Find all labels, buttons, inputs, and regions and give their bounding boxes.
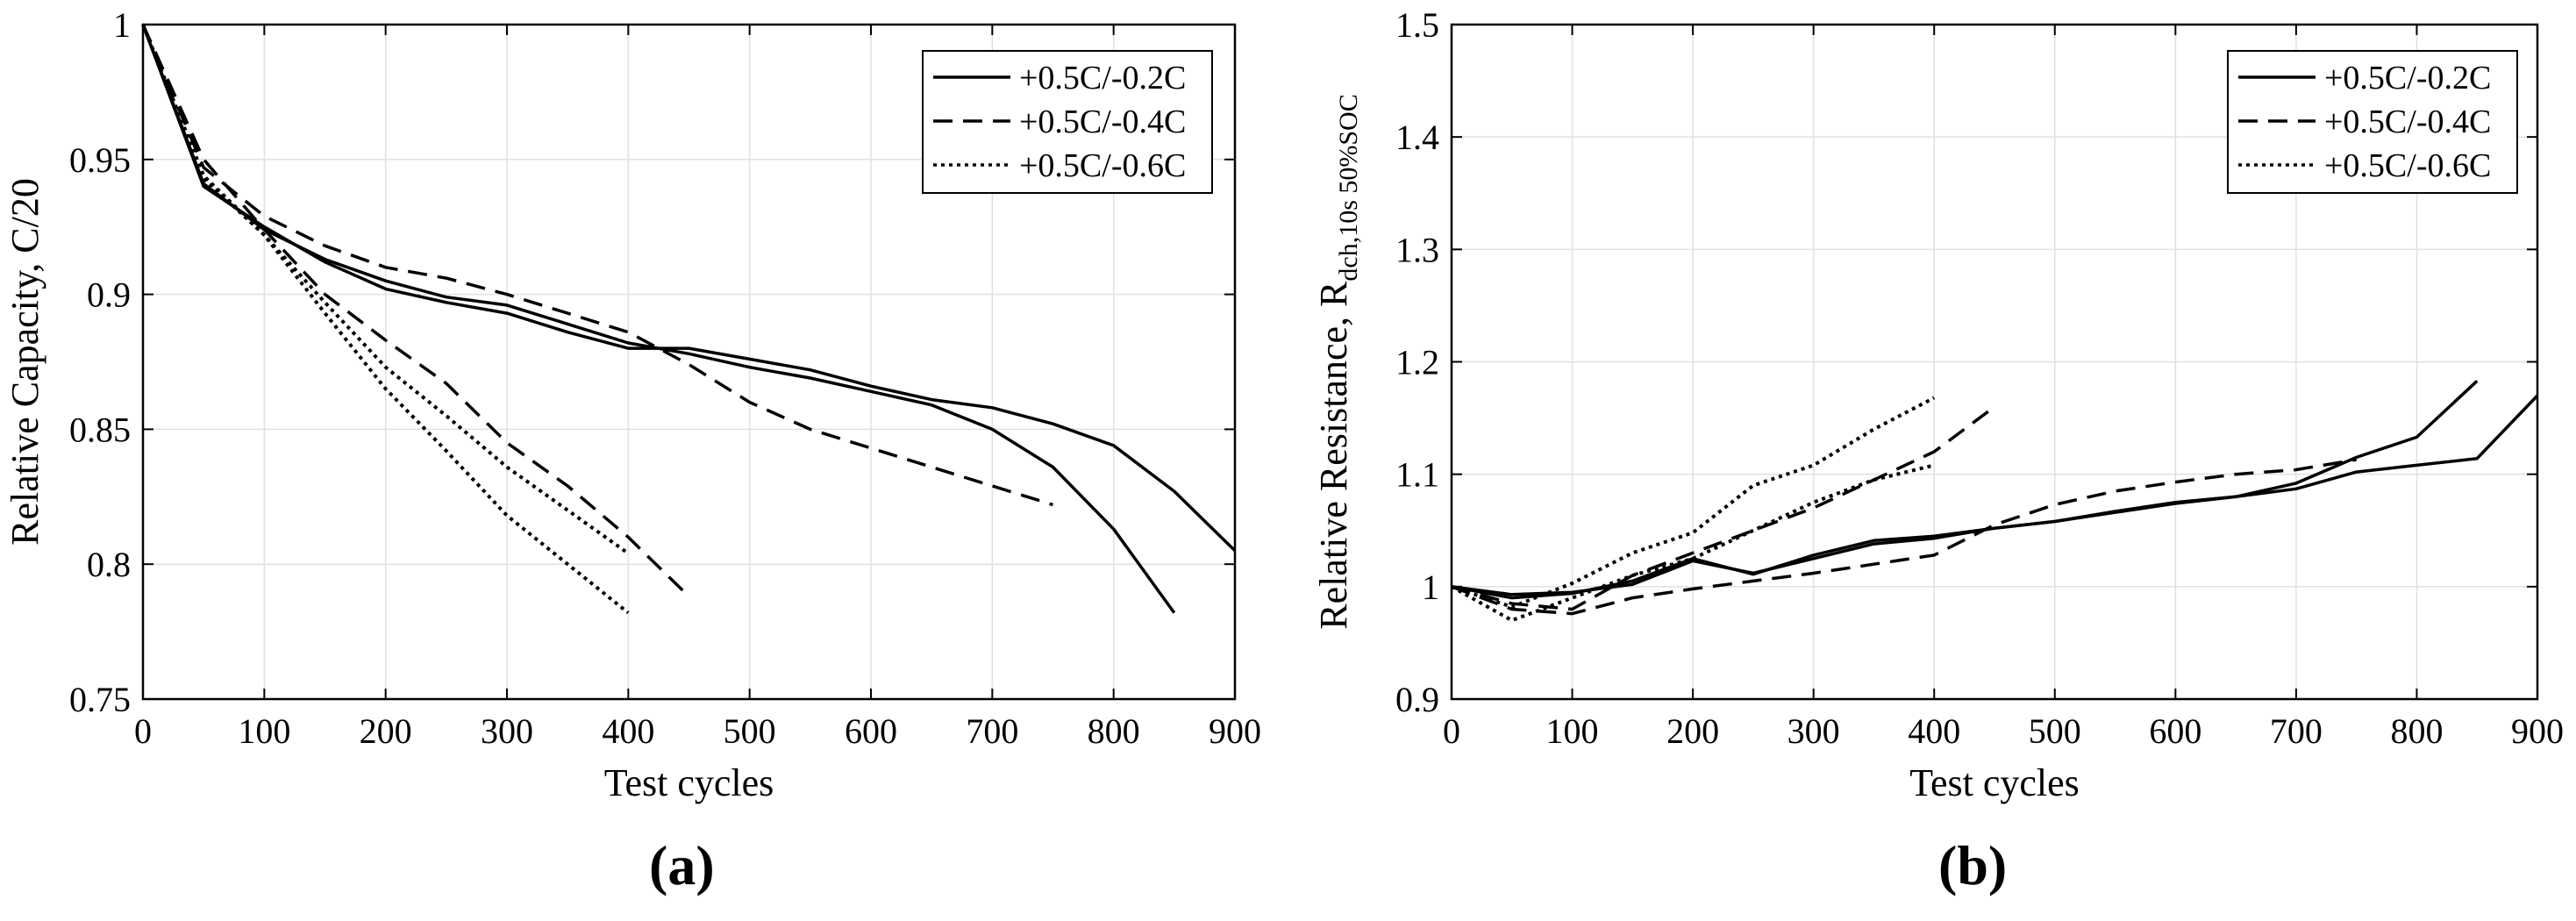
panel-b-ytick-label: 1.2 xyxy=(1395,343,1439,382)
panel-a-legend-label-2: +0.5C/-0.6C xyxy=(1019,147,1186,184)
panel-a-legend-label-0: +0.5C/-0.2C xyxy=(1019,60,1186,96)
panel-b-series-line-3 xyxy=(1451,458,2357,616)
panel-label-b: (b) xyxy=(1938,834,2008,896)
panel-a-axes-box xyxy=(141,23,1237,701)
panel-a-series-line-5 xyxy=(141,24,630,615)
panel-a-xtick-label: 100 xyxy=(238,711,290,751)
panel-b-xtick-label: 0 xyxy=(1443,711,1460,751)
panel-b-ytick-label: 1.3 xyxy=(1395,230,1439,269)
panel-a-xtick-label: 700 xyxy=(966,711,1018,751)
panel-b-legend-label-0: +0.5C/-0.2C xyxy=(2324,60,2491,96)
panel-b-ytick-label: 1.4 xyxy=(1395,118,1439,157)
panel-a-xtick-label: 200 xyxy=(360,711,412,751)
panel-b-axes-box xyxy=(1450,23,2539,701)
panel-b-xtick-label: 600 xyxy=(2149,711,2201,751)
panel-b-x-axis-label: Test cycles xyxy=(1909,761,2080,804)
panel-a-ytick-label: 1 xyxy=(113,5,131,45)
panel-a-xtick-label: 300 xyxy=(481,711,533,751)
panel-a-ytick-label: 0.75 xyxy=(69,680,131,719)
panel-b-xtick-label: 300 xyxy=(1788,711,1840,751)
panel-a-chart: 0 100 200 300 400 500 600 700 800 900 0.75 0.8 0.85 0… xyxy=(4,5,1261,804)
panel-a-xtick-label: 800 xyxy=(1088,711,1140,751)
panel-b-ytick-label: 1.5 xyxy=(1395,5,1439,45)
panel-a-ytick-label: 0.85 xyxy=(69,410,131,449)
panel-a-xtick-label: 500 xyxy=(724,711,776,751)
panel-b-series-line-1 xyxy=(1451,394,2539,600)
panel-b-xtick-label: 800 xyxy=(2390,711,2443,751)
panel-a-ytick-label: 0.9 xyxy=(87,275,131,315)
panel-b-y-axis-label-subscript: dch,10s 50%SOC xyxy=(1334,94,1363,281)
panel-b-legend-label-1: +0.5C/-0.4C xyxy=(2324,104,2491,140)
panel-b-y-axis-label: Relative Resistance, Rdch,10s 50%SOC xyxy=(1312,94,1363,629)
panel-b-ytick-label: 1.1 xyxy=(1395,455,1439,495)
panel-b-series-line-5 xyxy=(1451,463,1935,623)
panel-b-xtick-label: 200 xyxy=(1666,711,1719,751)
panel-b-xtick-label: 700 xyxy=(2270,711,2323,751)
panel-b-series-line-2 xyxy=(1451,405,1996,611)
panel-label-a: (a) xyxy=(649,834,715,896)
panel-a-ytick-label: 0.8 xyxy=(87,545,131,584)
panel-a-series-line-3 xyxy=(141,24,690,598)
panel-b-legend-label-2: +0.5C/-0.6C xyxy=(2324,147,2491,184)
panel-a-series-line-2 xyxy=(141,24,1054,507)
panel-a-x-axis-label: Test cycles xyxy=(604,761,774,804)
panel-b-xtick-label: 500 xyxy=(2029,711,2081,751)
panel-b-xtick-label: 400 xyxy=(1908,711,1960,751)
panel-a-series-line-1 xyxy=(141,24,1237,553)
panel-a-xtick-label: 600 xyxy=(845,711,897,751)
panel-b-ytick-label: 1 xyxy=(1422,568,1439,607)
panel-a-xtick-label: 400 xyxy=(602,711,654,751)
panel-b-xtick-label: 900 xyxy=(2511,711,2564,751)
panel-a-legend-label-1: +0.5C/-0.4C xyxy=(1019,104,1186,140)
panel-a-y-axis-label: Relative Capacity, C/20 xyxy=(4,178,46,546)
panel-a-xtick-label: 900 xyxy=(1209,711,1261,751)
panel-a-xtick-label: 0 xyxy=(134,711,152,751)
panel-b-chart: 0 100 200 300 400 500 600 700 800 900 0.9 1 1.1 1.2 1.… xyxy=(1312,5,2564,804)
panel-b-xtick-label: 100 xyxy=(1546,711,1599,751)
panel-b-ytick-label: 0.9 xyxy=(1395,680,1439,719)
panel-a-ytick-label: 0.95 xyxy=(69,140,131,180)
